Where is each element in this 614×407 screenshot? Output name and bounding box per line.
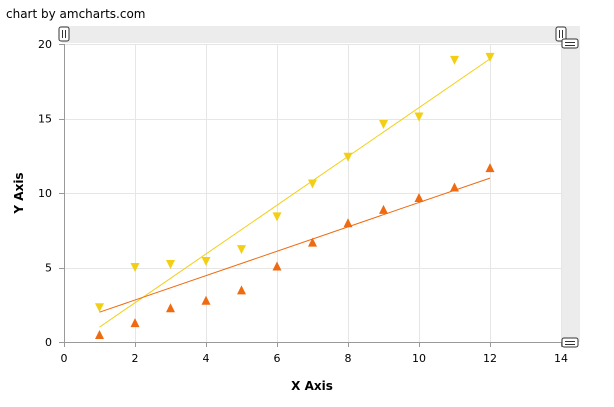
x-tick-label: 12: [483, 352, 497, 365]
y-scrollbar-track[interactable]: [561, 43, 580, 342]
y-tick-label: 5: [45, 262, 52, 275]
y-tick-label: 15: [38, 113, 52, 126]
data-point-series-2[interactable]: [166, 303, 175, 313]
data-point-series-2[interactable]: [450, 182, 459, 192]
data-point-series-2[interactable]: [95, 330, 104, 340]
data-point-series-1[interactable]: [414, 112, 424, 122]
x-tick-label: 6: [274, 352, 281, 365]
data-point-series-2[interactable]: [272, 261, 282, 271]
y-tick-label: 0: [45, 336, 52, 349]
x-tick-label: 8: [345, 352, 352, 365]
y-scrollbar-top-grip[interactable]: [561, 38, 579, 49]
x-axis-title: X Axis: [291, 379, 333, 393]
data-point-series-2[interactable]: [308, 237, 317, 247]
data-point-series-2[interactable]: [201, 295, 211, 305]
x-scrollbar-track[interactable]: [62, 26, 580, 43]
data-point-series-2[interactable]: [414, 192, 424, 202]
data-point-series-2[interactable]: [130, 318, 140, 328]
data-point-series-1[interactable]: [450, 55, 459, 65]
y-tick-label: 20: [38, 38, 52, 51]
trendline-series-2: [99, 177, 491, 313]
data-point-series-1[interactable]: [343, 152, 353, 162]
data-point-series-2[interactable]: [237, 285, 246, 295]
x-tick-label: 4: [203, 352, 210, 365]
y-scrollbar-bottom-grip[interactable]: [561, 337, 579, 348]
data-points: [95, 52, 495, 340]
ticks: 0 2 4 6 8 10 12 14 0 5 10 15 20: [38, 38, 568, 365]
x-scrollbar-left-grip[interactable]: [58, 26, 70, 42]
x-tick-label: 0: [61, 352, 68, 365]
x-tick-label: 14: [554, 352, 568, 365]
data-point-series-2[interactable]: [485, 163, 495, 173]
data-point-series-1[interactable]: [237, 245, 246, 255]
data-point-series-1[interactable]: [272, 212, 282, 222]
trendline-series-1: [99, 58, 491, 328]
data-point-series-1[interactable]: [379, 119, 388, 129]
y-tick-label: 10: [38, 187, 52, 200]
data-point-series-1[interactable]: [130, 263, 140, 272]
data-point-series-1[interactable]: [95, 303, 104, 313]
data-point-series-2[interactable]: [343, 218, 353, 228]
chart-credit[interactable]: chart by amcharts.com: [6, 7, 146, 21]
trendlines: [99, 58, 491, 328]
data-point-series-1[interactable]: [485, 52, 495, 62]
x-tick-label: 2: [132, 352, 139, 365]
x-tick-label: 10: [412, 352, 426, 365]
y-axis-title: Y Axis: [12, 172, 26, 214]
x-scrollbar-right-grip[interactable]: [555, 26, 567, 42]
data-point-series-1[interactable]: [308, 179, 317, 189]
data-point-series-1[interactable]: [201, 257, 211, 267]
grid: [64, 44, 562, 342]
data-point-series-2[interactable]: [379, 204, 388, 214]
data-point-series-1[interactable]: [166, 260, 175, 270]
